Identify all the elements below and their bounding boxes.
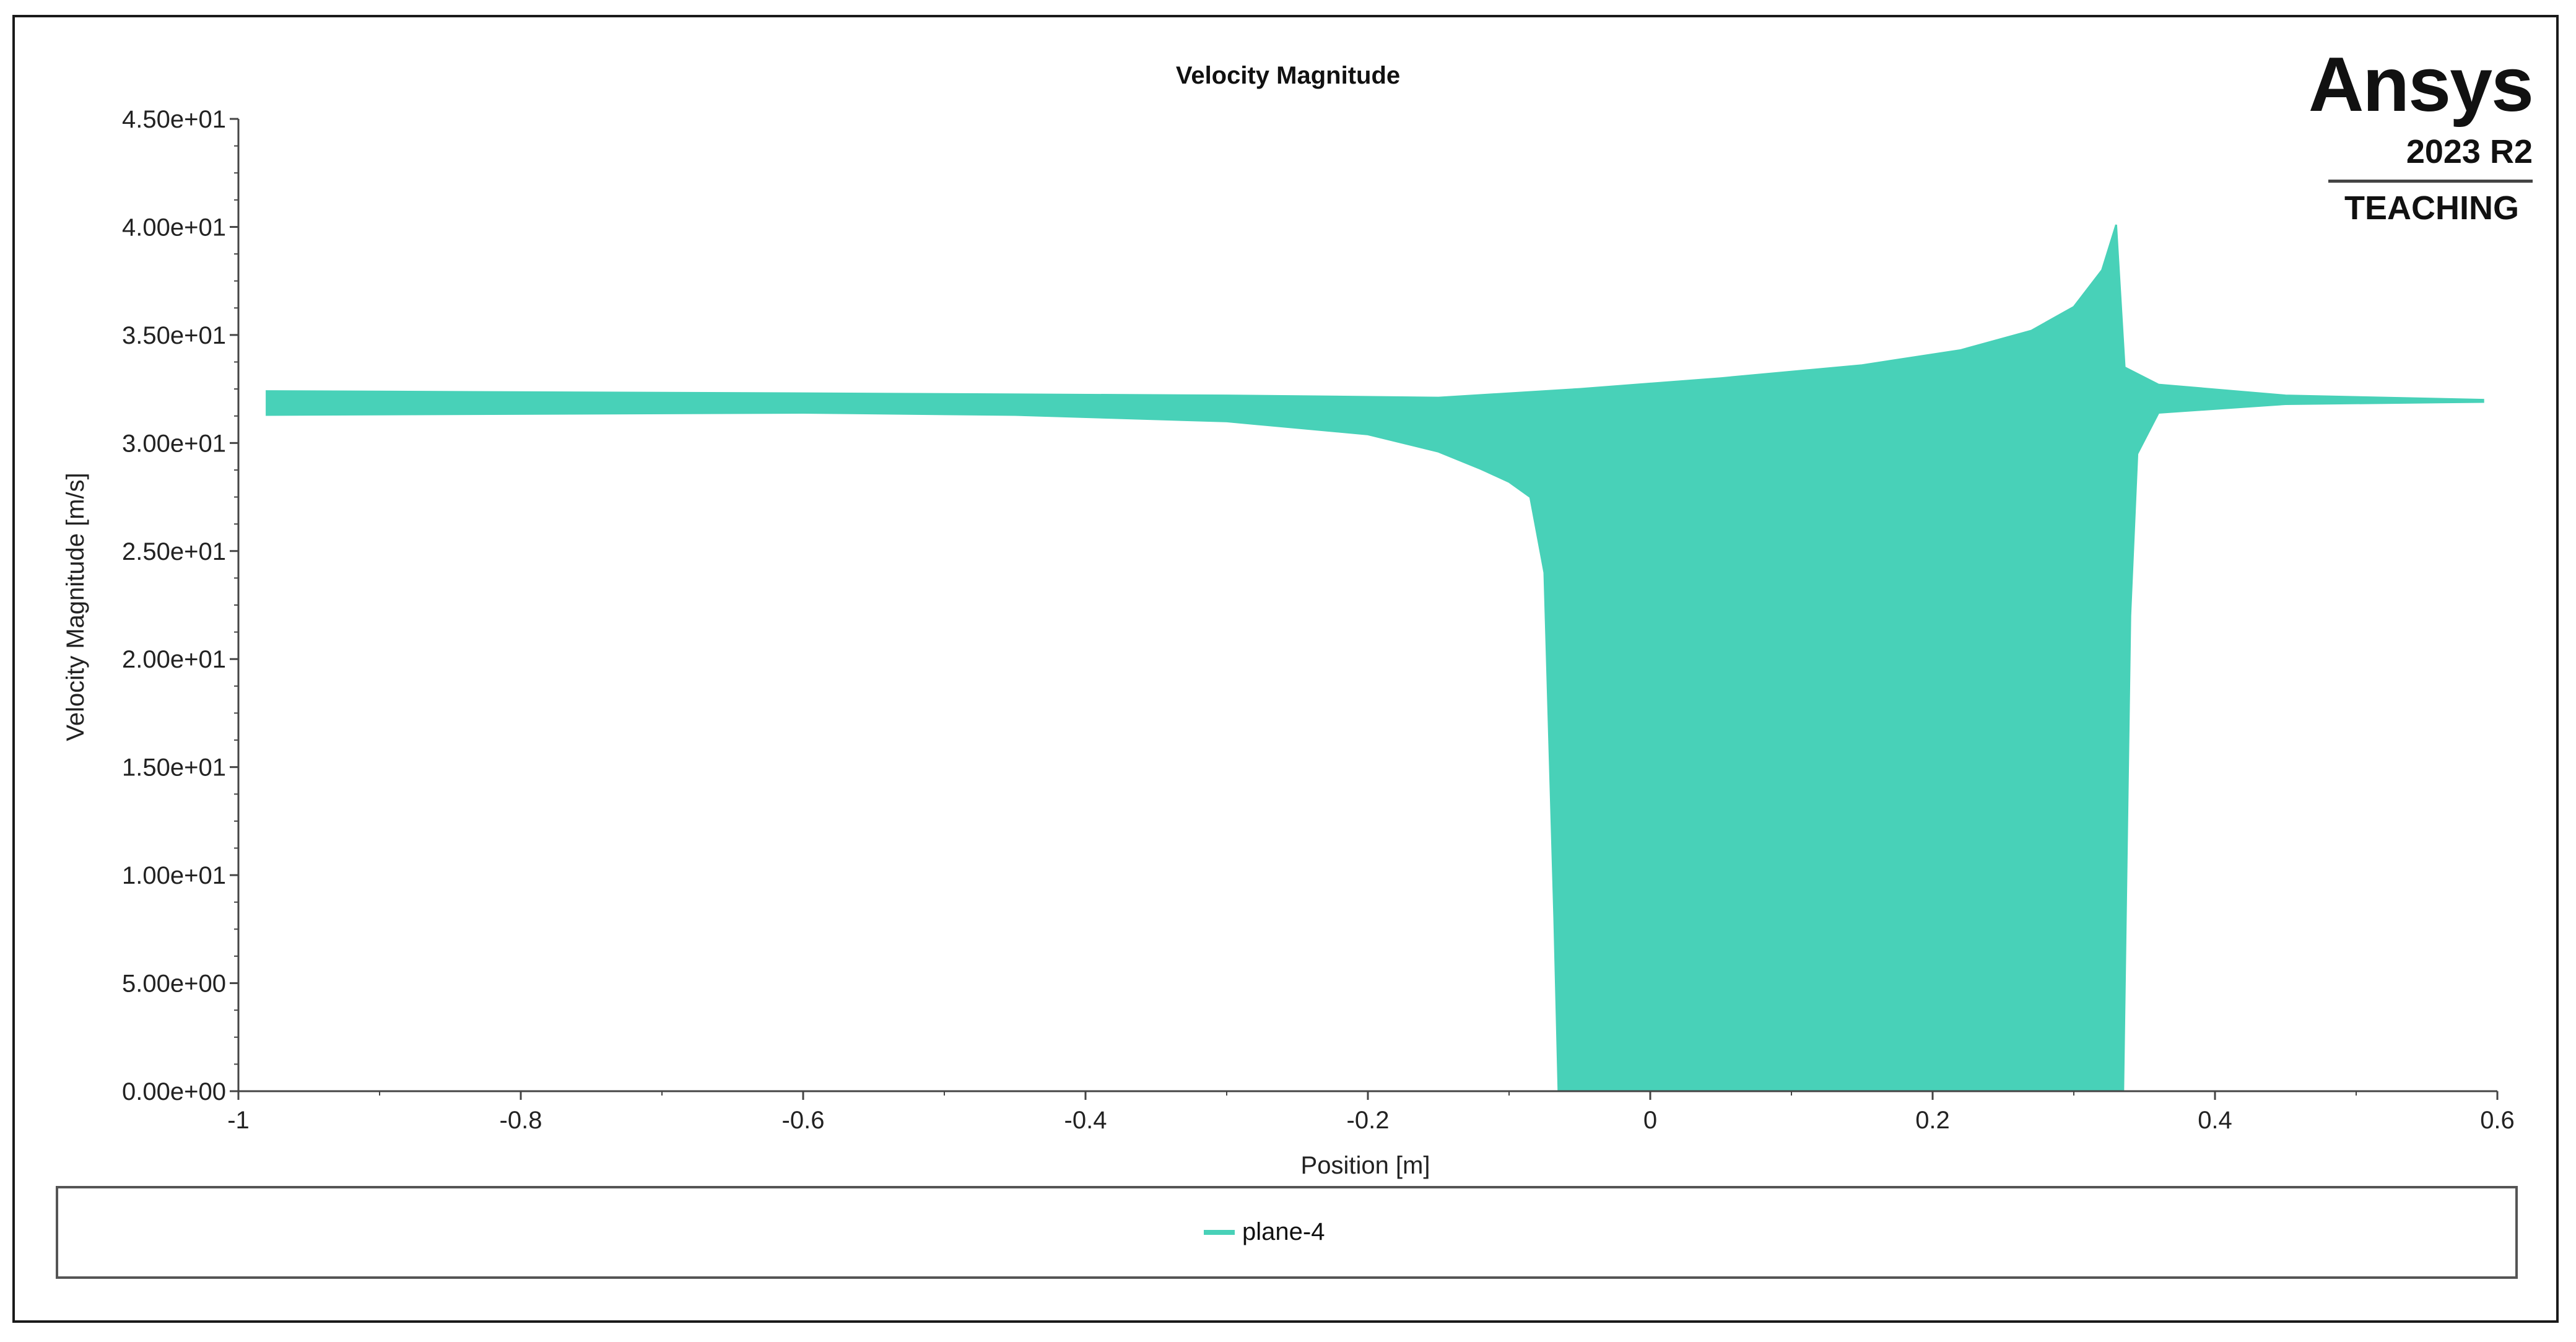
y-tick-label: 0.00e+00	[122, 1078, 226, 1105]
x-tick-label: 0	[1643, 1107, 1657, 1134]
series-band-plane-4[interactable]	[266, 224, 2484, 1092]
y-tick-label: 4.50e+01	[122, 106, 226, 133]
x-tick-label: -0.8	[500, 1107, 542, 1134]
plot-frame	[12, 15, 2559, 1323]
y-tick-label: 2.50e+01	[122, 538, 226, 565]
brand-version: 2023 R2	[2406, 133, 2533, 170]
brand-edition: TEACHING	[2344, 189, 2519, 227]
x-tick-label: -0.6	[782, 1107, 825, 1134]
legend-entry-plane-4[interactable]: plane-4	[1204, 1218, 1325, 1246]
y-tick-label: 1.00e+01	[122, 862, 226, 889]
legend-box: plane-4	[56, 1186, 2518, 1279]
brand-name: Ansys	[2308, 42, 2534, 128]
y-tick-label: 2.00e+01	[122, 646, 226, 673]
x-tick-label: 0.2	[1915, 1107, 1950, 1134]
y-tick-label: 5.00e+00	[122, 970, 226, 998]
legend-label: plane-4	[1242, 1218, 1325, 1245]
legend-swatch	[1204, 1229, 1235, 1235]
y-tick-label: 4.00e+01	[122, 214, 226, 241]
y-tick-label: 3.50e+01	[122, 322, 226, 349]
x-tick-label: -0.4	[1064, 1107, 1107, 1134]
chart-title: Velocity Magnitude	[1175, 62, 1401, 89]
x-tick-label: 0.6	[2480, 1107, 2515, 1134]
x-tick-label: -0.2	[1347, 1107, 1390, 1134]
x-axis-label: Position [m]	[1301, 1152, 1430, 1179]
y-tick-label: 3.00e+01	[122, 430, 226, 457]
brand-divider	[2328, 179, 2533, 183]
ansys-watermark: Ansys 2023 R2 TEACHING	[2308, 42, 2534, 227]
x-tick-label: 0.4	[2198, 1107, 2232, 1134]
y-axis-label: Velocity Magnitude [m/s]	[62, 473, 89, 741]
x-tick-label: -1	[227, 1107, 250, 1134]
y-tick-label: 1.50e+01	[122, 754, 226, 782]
